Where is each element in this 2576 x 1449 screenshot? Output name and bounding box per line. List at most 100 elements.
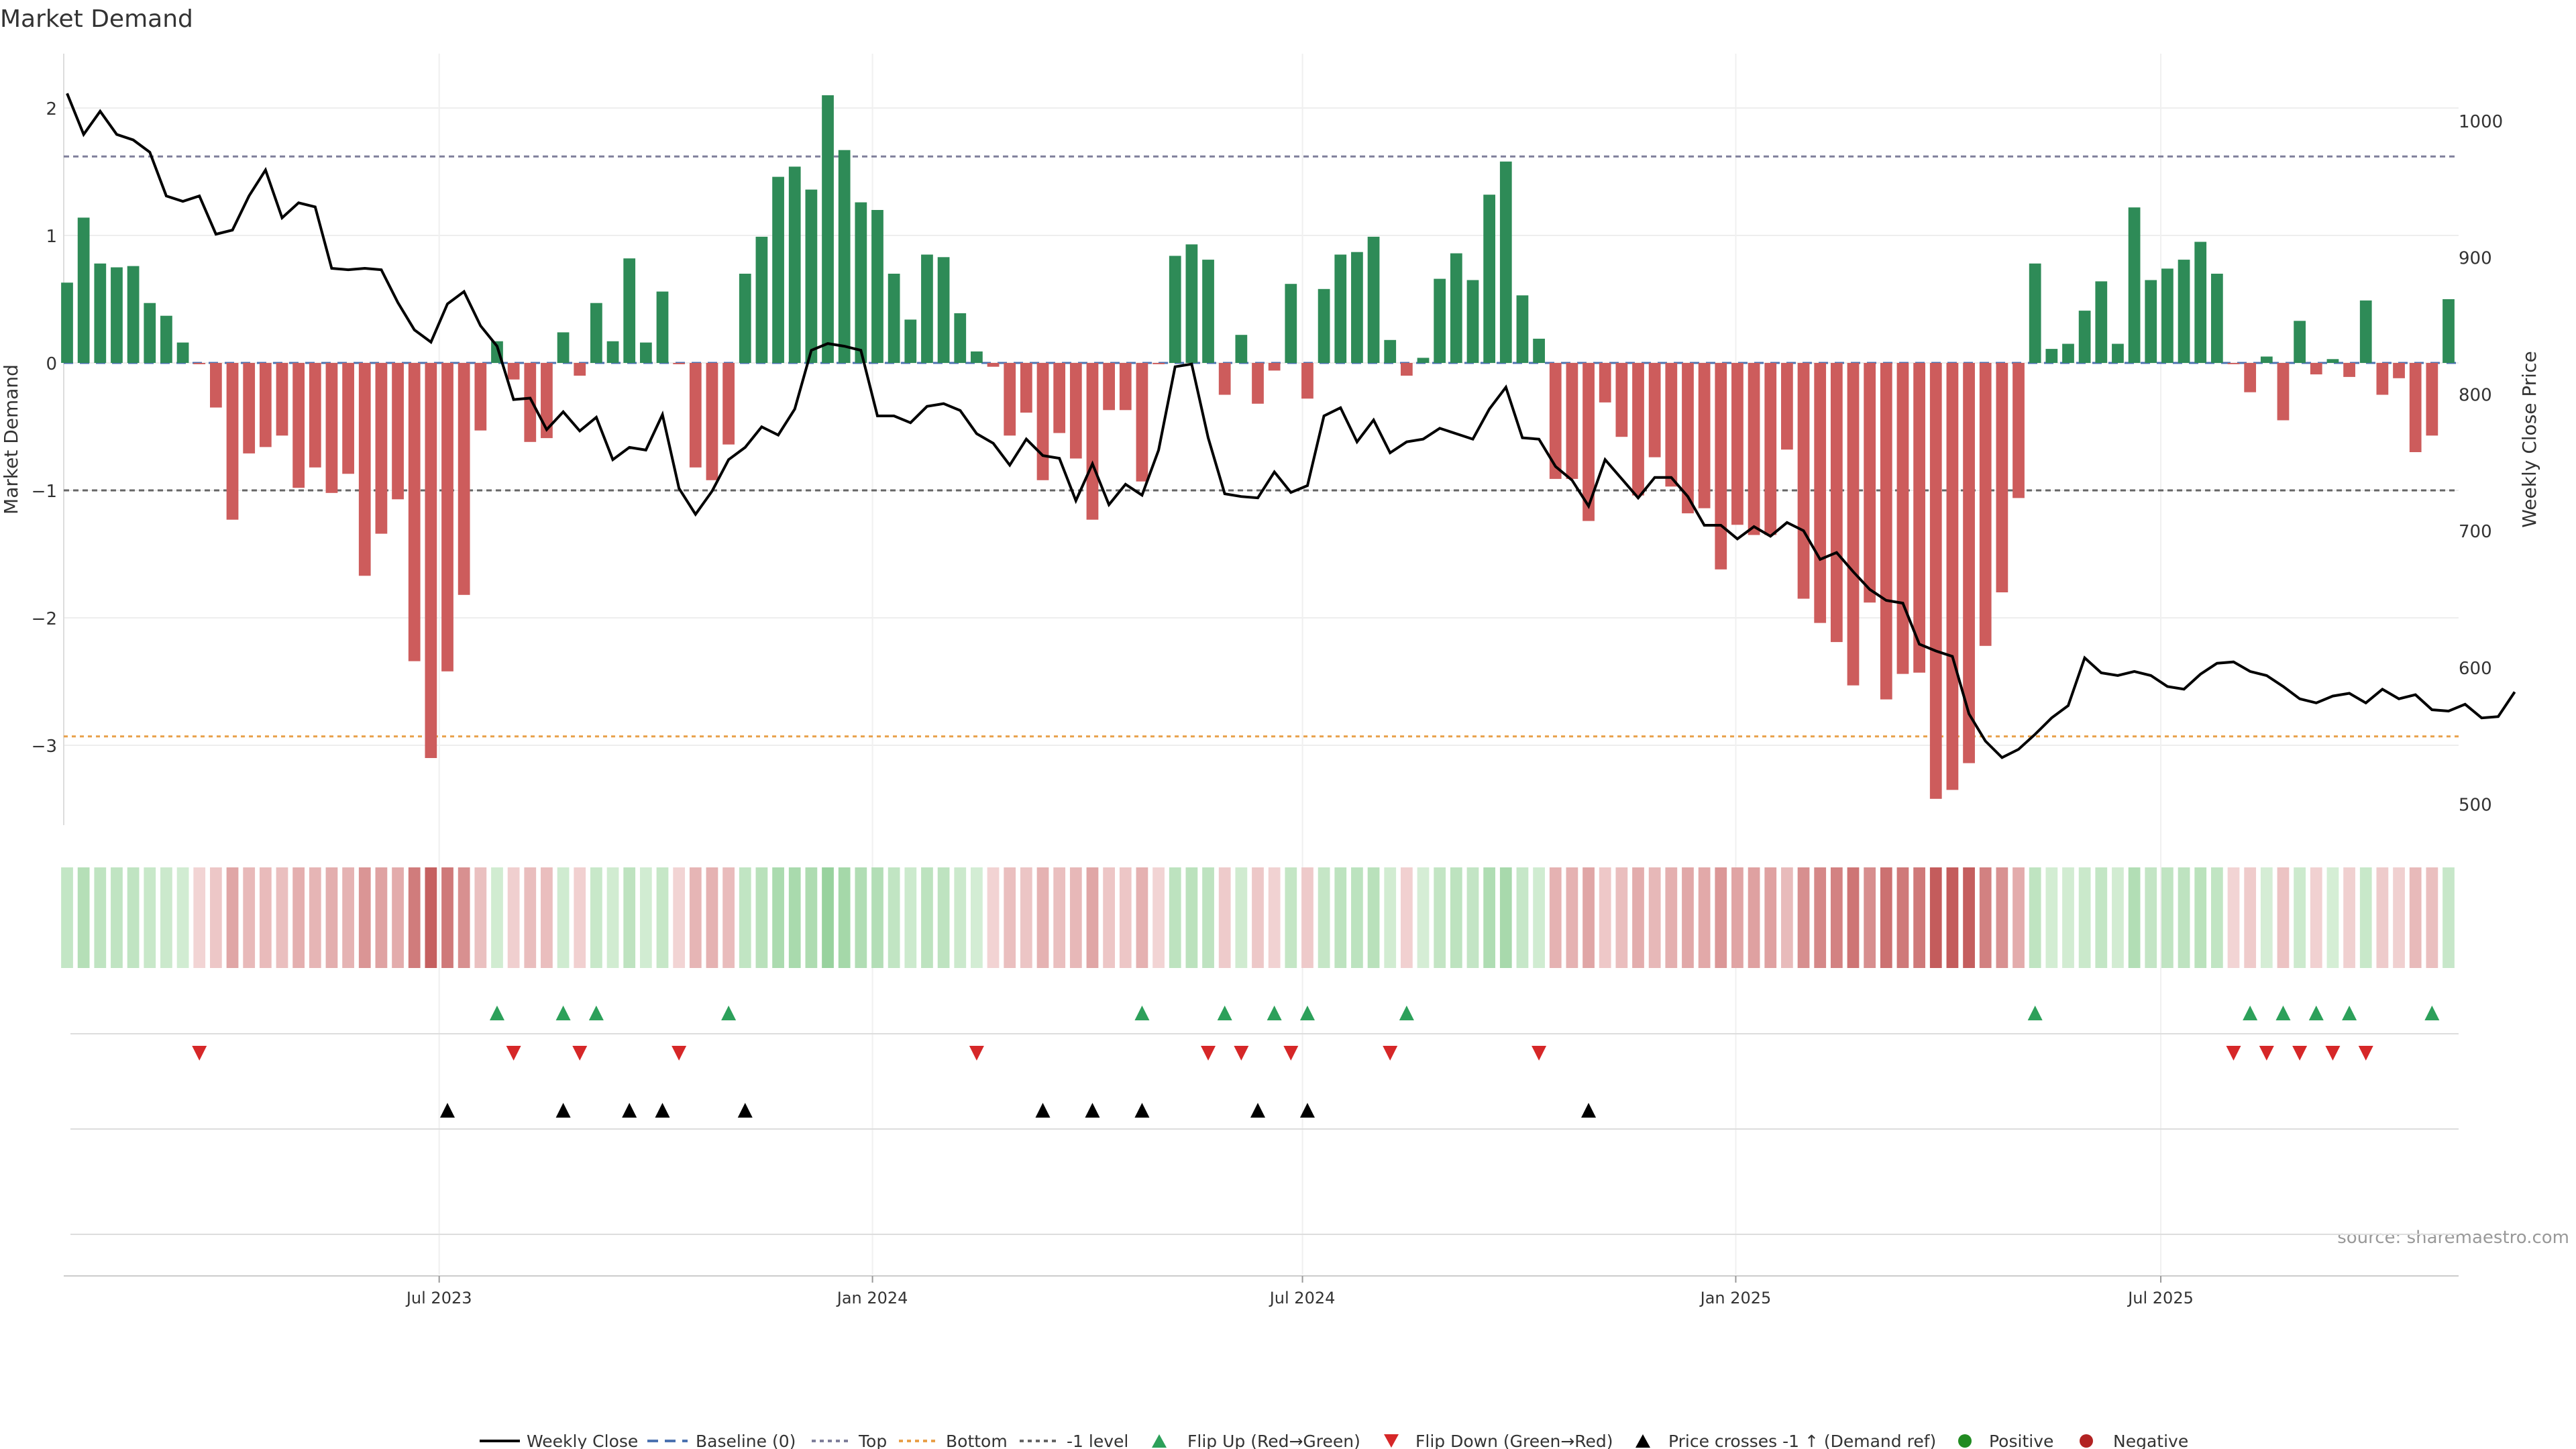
heat-cell — [1715, 867, 1727, 968]
heat-cell — [1781, 867, 1793, 968]
demand-bar — [1963, 363, 1975, 763]
heat-cell — [1401, 867, 1413, 968]
heat-cell — [342, 867, 354, 968]
price-cross-marker — [1134, 1103, 1150, 1118]
heat-cell — [243, 867, 256, 968]
heat-cell — [276, 867, 288, 968]
heat-cell — [1698, 867, 1711, 968]
heat-cell — [1764, 867, 1777, 968]
heat-cell — [210, 867, 222, 968]
heat-cell — [1979, 867, 1992, 968]
demand-bar — [458, 363, 470, 595]
demand-bar — [1318, 288, 1330, 363]
flip-down-marker — [2226, 1046, 2241, 1061]
flip-up-marker — [1267, 1006, 1282, 1020]
demand-bar — [739, 274, 751, 363]
demand-bar — [94, 263, 107, 363]
demand-bar — [2260, 356, 2273, 363]
heat-cell — [2178, 867, 2190, 968]
demand-bar — [2294, 321, 2306, 363]
heat-cell — [2128, 867, 2141, 968]
legend-swatch-negative — [2080, 1434, 2093, 1448]
demand-bar — [606, 341, 619, 363]
demand-bar — [325, 363, 338, 493]
price-cross-marker — [655, 1103, 670, 1118]
demand-bar — [2393, 363, 2405, 378]
y-tick-label: 2 — [46, 99, 57, 119]
demand-bar — [259, 363, 272, 447]
heat-cell — [325, 867, 338, 968]
demand-bar — [176, 342, 189, 363]
heat-cell — [1285, 867, 1297, 968]
heat-cell — [1682, 867, 1694, 968]
price-cross-marker — [1035, 1103, 1051, 1118]
heat-cell — [541, 867, 553, 968]
demand-bar — [2128, 207, 2141, 363]
demand-bar — [1285, 284, 1297, 363]
heat-cell — [557, 867, 570, 968]
legend-label: Bottom — [946, 1432, 1008, 1449]
demand-bar — [1946, 363, 1959, 790]
demand-bar — [292, 363, 305, 488]
heat-cell — [1963, 867, 1975, 968]
demand-bar — [623, 258, 636, 363]
demand-bar — [1036, 363, 1049, 480]
demand-bar — [2062, 343, 2074, 363]
demand-bar — [1069, 363, 1082, 459]
heat-cell — [656, 867, 669, 968]
demand-bar — [788, 166, 801, 363]
demand-bar — [1896, 363, 1909, 674]
flip-up-marker — [1399, 1006, 1414, 1020]
heat-cell — [1020, 867, 1032, 968]
heat-cell — [1946, 867, 1959, 968]
heat-cell — [1185, 867, 1198, 968]
heat-cell — [888, 867, 900, 968]
demand-bar — [2376, 363, 2389, 395]
demand-bar — [2194, 241, 2207, 363]
x-axis: Jul 2023 Jan 2024 Jul 2024 Jan 2025 Jul 2025 — [64, 1275, 2459, 1307]
flip-up-marker — [721, 1006, 737, 1020]
heat-cell — [425, 867, 437, 968]
heat-cell — [822, 867, 834, 968]
x-tick-label: Jul 2023 — [405, 1289, 472, 1307]
demand-bar — [921, 254, 933, 363]
demand-bar — [1004, 363, 1016, 436]
demand-bar — [1682, 363, 1694, 514]
flip-up-marker — [1299, 1006, 1315, 1020]
heat-cell — [1086, 867, 1099, 968]
demand-bar — [639, 342, 652, 363]
flip-up-marker — [588, 1006, 604, 1020]
demand-bar — [1466, 280, 1479, 363]
demand-bar — [871, 210, 883, 363]
demand-bar — [441, 363, 453, 672]
heat-cell — [2376, 867, 2389, 968]
demand-bar — [77, 217, 90, 363]
flip-down-marker — [2358, 1046, 2373, 1061]
heat-cell — [2145, 867, 2157, 968]
heat-cell — [2326, 867, 2339, 968]
heat-cell — [1450, 867, 1462, 968]
heat-cell — [375, 867, 388, 968]
demand-bar — [1351, 252, 1363, 363]
heat-cell — [574, 867, 586, 968]
flip-down-marker — [1383, 1046, 1398, 1061]
demand-bar — [1301, 363, 1313, 399]
demand-bar — [342, 363, 354, 474]
y-tick-label: −1 — [32, 482, 57, 502]
demand-bar — [2210, 274, 2223, 363]
demand-bar — [1020, 363, 1032, 413]
demand-bar — [1929, 363, 1942, 799]
heat-cell — [2244, 867, 2257, 968]
flip-down-marker — [2292, 1046, 2308, 1061]
demand-bar — [1913, 363, 1925, 673]
y2-tick-label: 700 — [2459, 522, 2492, 542]
heat-cell — [309, 867, 321, 968]
heat-cell — [2095, 867, 2108, 968]
price-cross-marker — [555, 1103, 571, 1118]
flip-down-marker — [192, 1046, 207, 1061]
demand-bar — [2045, 349, 2058, 363]
demand-bar — [1599, 363, 1611, 402]
heat-cell — [2294, 867, 2306, 968]
heat-cell — [838, 867, 851, 968]
